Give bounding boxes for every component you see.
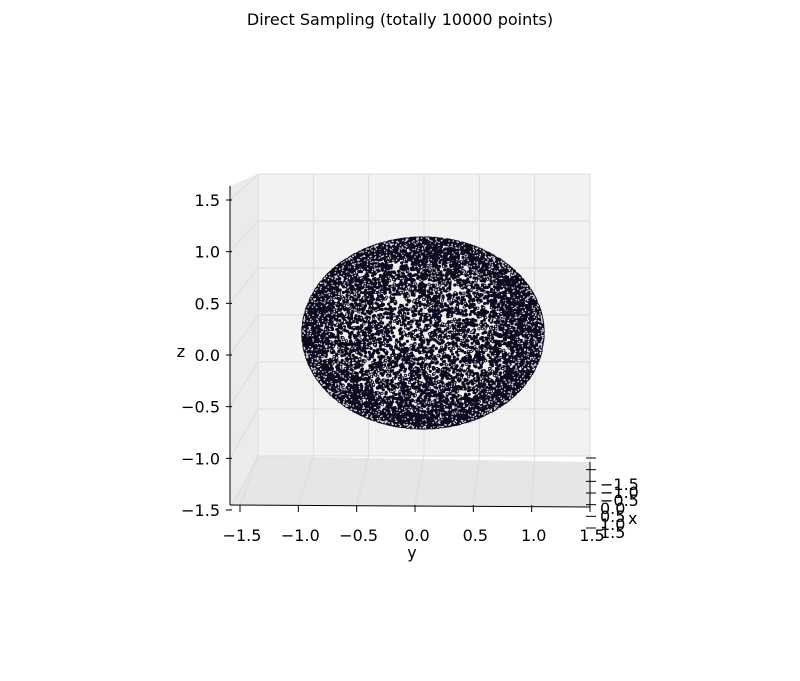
y-tick-label: −1.0 xyxy=(281,526,320,545)
side-grid-line xyxy=(229,408,259,459)
chart-title: Direct Sampling (totally 10000 points) xyxy=(246,10,554,29)
y-tick-label: 1.0 xyxy=(521,526,546,545)
x-tick-label: 1.5 xyxy=(600,523,625,542)
x-tick-label: −1.5 xyxy=(600,475,639,494)
y-axis-line xyxy=(229,504,591,508)
sphere-highlights xyxy=(302,237,544,429)
x-axis-label: x xyxy=(628,509,637,528)
z-axis-label: z xyxy=(177,342,185,361)
floor-grid-line xyxy=(297,455,314,506)
z-tick-label: 0.5 xyxy=(195,294,220,313)
floor-grid-line xyxy=(356,455,370,506)
side-grid-line xyxy=(229,361,259,407)
z-tick-label: 1.0 xyxy=(195,243,220,262)
point-cloud xyxy=(301,236,545,430)
z-tick-label: 0.0 xyxy=(195,346,220,365)
y-tick-label: 0.0 xyxy=(404,526,429,545)
side-grid-line xyxy=(229,455,259,511)
axis-lines xyxy=(226,186,596,529)
floor-grid-line xyxy=(414,455,425,506)
y-tick-label: 0.5 xyxy=(463,526,488,545)
side-grid-line xyxy=(229,314,259,356)
floor-grid-line xyxy=(531,455,536,506)
y-axis-label: y xyxy=(407,543,416,562)
side-grid-line xyxy=(229,267,259,304)
x-tick-label: 1.0 xyxy=(600,515,625,534)
x-tick-label: 0.0 xyxy=(600,499,625,518)
z-tick-label: 1.5 xyxy=(195,191,220,210)
y-tick-label: −0.5 xyxy=(339,526,378,545)
z-tick-label: −1.0 xyxy=(181,449,220,468)
left-pane xyxy=(230,174,258,505)
floor-pane xyxy=(230,456,590,507)
side-grid-line xyxy=(229,173,259,201)
x-tick-label: −0.5 xyxy=(600,491,639,510)
y-tick-label: −1.5 xyxy=(223,526,262,545)
tick-labels: −1.5 −1.0 −0.5 0.0 0.5 1.0 1.5y−1.5−1.0−0.50.0… xyxy=(177,191,639,562)
x-tick-label: −1.0 xyxy=(600,483,639,502)
z-tick-label: −1.5 xyxy=(181,501,220,520)
side-grid-line xyxy=(229,220,259,253)
y-tick-label: 1.5 xyxy=(579,526,604,545)
floor-grid-line xyxy=(472,455,480,506)
x-tick-label: 0.5 xyxy=(600,507,625,526)
z-tick-label: −0.5 xyxy=(181,398,220,417)
floor-grid-line xyxy=(239,455,259,506)
